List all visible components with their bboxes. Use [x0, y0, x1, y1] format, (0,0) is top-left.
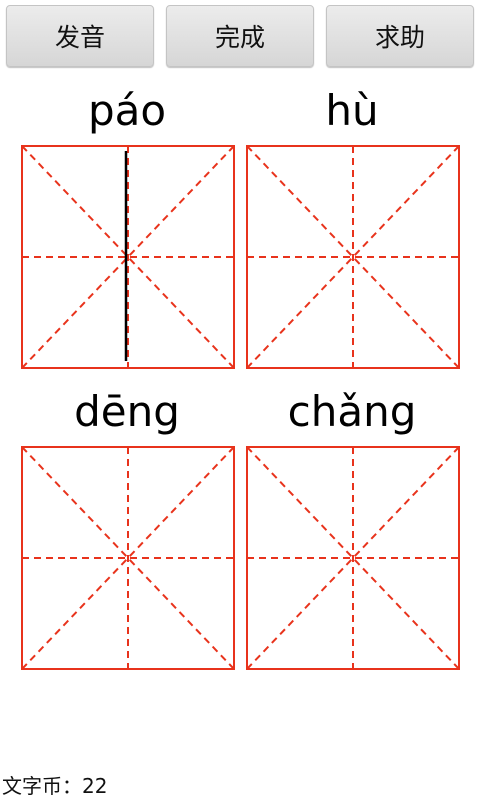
- toolbar: 发音 完成 求助: [0, 0, 480, 74]
- pinyin-label: hù: [325, 86, 379, 135]
- pinyin-label: dēng: [74, 387, 180, 436]
- pinyin-label: páo: [87, 86, 167, 135]
- writing-grid[interactable]: [246, 145, 460, 369]
- help-button[interactable]: 求助: [326, 5, 474, 67]
- coin-balance: 文字币：22: [2, 774, 108, 798]
- writing-grid[interactable]: [21, 446, 235, 670]
- pronounce-button[interactable]: 发音: [6, 5, 154, 67]
- pinyin-label: chǎng: [287, 387, 417, 436]
- writing-grid[interactable]: [21, 145, 235, 369]
- done-button[interactable]: 完成: [166, 5, 314, 67]
- writing-grid[interactable]: [246, 446, 460, 670]
